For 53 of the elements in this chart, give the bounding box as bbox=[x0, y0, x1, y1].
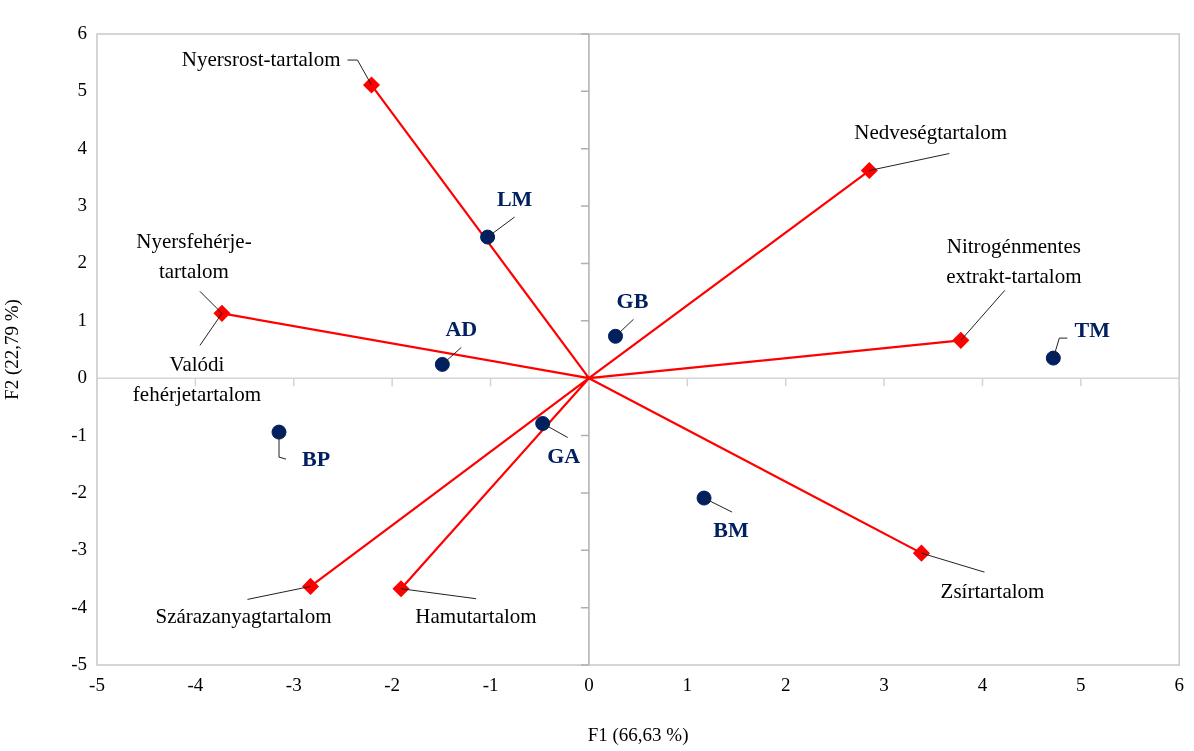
data-label: BM bbox=[713, 516, 749, 542]
x-tick-label: -4 bbox=[187, 674, 204, 696]
point bbox=[696, 490, 712, 506]
y-tick-label: -3 bbox=[71, 538, 87, 560]
x-tick-label: 5 bbox=[1076, 674, 1086, 696]
y-tick-label: -4 bbox=[71, 595, 88, 617]
y-axis-title: F2 (22,79 %) bbox=[1, 299, 24, 400]
y-tick-label: 6 bbox=[77, 21, 87, 43]
annotation: Nitrogénmentes extrakt-tartalom bbox=[946, 233, 1082, 288]
x-tick-label: -3 bbox=[285, 674, 302, 696]
point bbox=[363, 76, 380, 94]
annotation: Nyersfehérje- tartalom bbox=[136, 228, 252, 283]
x-tick-label: 1 bbox=[682, 674, 693, 696]
y-tick-label: 5 bbox=[77, 79, 87, 101]
x-tick-label: -2 bbox=[384, 674, 401, 696]
annotation: Valódi fehérjetartalom bbox=[132, 351, 262, 406]
data-label: BP bbox=[301, 445, 331, 471]
point bbox=[608, 328, 623, 344]
annotation: Hamutartalom bbox=[415, 604, 537, 629]
data-label: AD bbox=[445, 316, 478, 342]
x-tick-label: 3 bbox=[879, 674, 889, 696]
annotation: Nyersrost-tartalom bbox=[181, 46, 341, 71]
y-tick-label: -5 bbox=[71, 652, 87, 674]
x-tick-label: 4 bbox=[977, 674, 988, 696]
point bbox=[535, 416, 551, 431]
y-tick-label: 4 bbox=[77, 136, 88, 158]
data-label: GA bbox=[547, 443, 581, 469]
y-tick-label: 1 bbox=[77, 308, 87, 330]
point bbox=[302, 578, 319, 595]
y-tick-label: 3 bbox=[77, 194, 87, 216]
data-label: TM bbox=[1074, 316, 1111, 342]
x-tick-label: 2 bbox=[780, 674, 791, 696]
point bbox=[913, 545, 930, 562]
annotation: Nedveségtartalom bbox=[854, 120, 1008, 145]
annotation: Szárazanyagtartalom bbox=[155, 603, 332, 628]
data-label: LM bbox=[496, 185, 533, 211]
point bbox=[1045, 350, 1061, 366]
y-tick-label: 0 bbox=[77, 366, 87, 388]
x-tick-label: 0 bbox=[584, 674, 594, 696]
data-label: GB bbox=[616, 287, 649, 313]
x-tick-label: 6 bbox=[1174, 674, 1184, 696]
x-axis-title: F1 (66,63 %) bbox=[587, 723, 689, 746]
point bbox=[952, 332, 969, 349]
point bbox=[480, 229, 496, 245]
point bbox=[271, 424, 287, 440]
y-tick-label: -1 bbox=[71, 423, 87, 445]
y-tick-label: 2 bbox=[77, 251, 87, 273]
point bbox=[392, 580, 410, 597]
y-tick-label: -2 bbox=[71, 480, 87, 502]
point bbox=[861, 162, 878, 179]
annotation: Zsírtartalom bbox=[940, 578, 1045, 603]
x-tick-label: -1 bbox=[482, 674, 499, 696]
point bbox=[434, 356, 450, 372]
